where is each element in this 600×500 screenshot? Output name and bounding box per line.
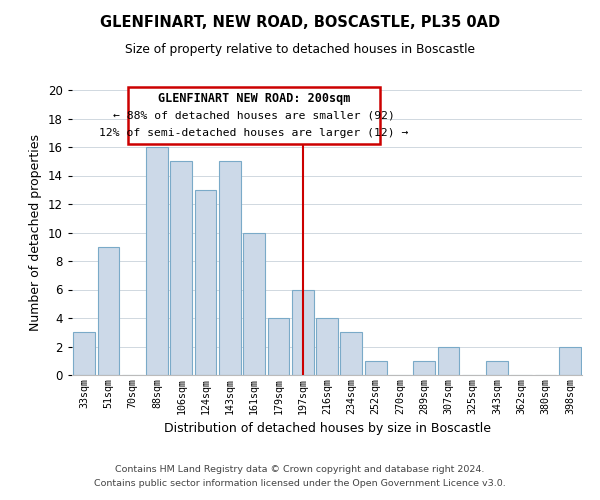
X-axis label: Distribution of detached houses by size in Boscastle: Distribution of detached houses by size … <box>163 422 491 435</box>
Bar <box>146 147 168 375</box>
FancyBboxPatch shape <box>128 87 380 144</box>
Bar <box>365 361 386 375</box>
Bar <box>194 190 217 375</box>
Text: Size of property relative to detached houses in Boscastle: Size of property relative to detached ho… <box>125 42 475 56</box>
Bar <box>437 346 460 375</box>
Bar <box>413 361 435 375</box>
Bar <box>268 318 289 375</box>
Text: GLENFINART NEW ROAD: 200sqm: GLENFINART NEW ROAD: 200sqm <box>158 92 350 105</box>
Text: 12% of semi-detached houses are larger (12) →: 12% of semi-detached houses are larger (… <box>100 128 409 138</box>
Bar <box>170 161 192 375</box>
Bar <box>316 318 338 375</box>
Bar <box>292 290 314 375</box>
Bar <box>559 346 581 375</box>
Bar <box>243 232 265 375</box>
Y-axis label: Number of detached properties: Number of detached properties <box>29 134 43 331</box>
Bar <box>97 246 119 375</box>
Text: Contains HM Land Registry data © Crown copyright and database right 2024.
Contai: Contains HM Land Registry data © Crown c… <box>94 466 506 487</box>
Text: ← 88% of detached houses are smaller (92): ← 88% of detached houses are smaller (92… <box>113 110 395 120</box>
Bar <box>340 332 362 375</box>
Text: GLENFINART, NEW ROAD, BOSCASTLE, PL35 0AD: GLENFINART, NEW ROAD, BOSCASTLE, PL35 0A… <box>100 15 500 30</box>
Bar <box>219 161 241 375</box>
Bar <box>73 332 95 375</box>
Bar <box>486 361 508 375</box>
